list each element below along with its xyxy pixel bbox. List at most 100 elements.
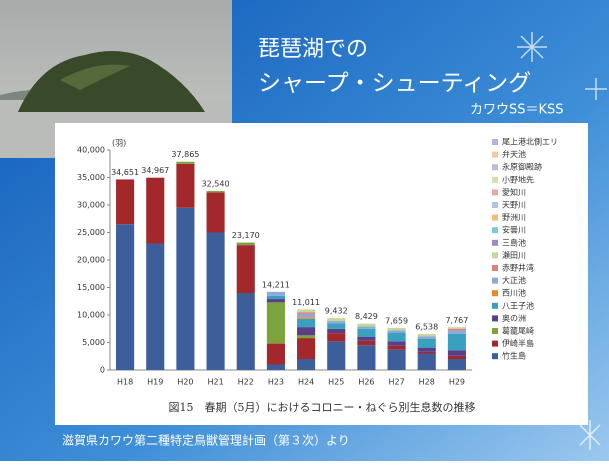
- x-tick-label: H23: [268, 378, 284, 387]
- bar-segment: [418, 354, 436, 371]
- bar-segment: [448, 330, 466, 333]
- bar-segment: [357, 341, 375, 345]
- y-tick-label: 0: [100, 366, 105, 375]
- legend-swatch: [492, 215, 498, 221]
- legend-swatch: [492, 303, 498, 309]
- total-label: 14,211: [262, 280, 290, 289]
- legend-swatch: [492, 227, 498, 233]
- bar-segment: [267, 292, 285, 296]
- legend-label: 赤野井湾: [502, 263, 534, 273]
- legend-label: 安曇川: [502, 225, 526, 235]
- x-tick-label: H22: [238, 378, 254, 387]
- legend-swatch: [492, 278, 498, 284]
- bar-segment: [176, 208, 194, 370]
- bar-segment: [448, 334, 466, 351]
- legend-label: 小野地先: [502, 174, 534, 184]
- bar-segment: [327, 323, 345, 329]
- x-tick-label: H25: [328, 378, 344, 387]
- legend-label: 三島池: [502, 237, 526, 247]
- legend-swatch: [492, 189, 498, 195]
- bar-segment: [207, 192, 225, 232]
- total-label: 7,767: [445, 316, 468, 325]
- bar-segment: [418, 348, 436, 352]
- bar-segment: [297, 359, 315, 370]
- bar-segment: [267, 296, 285, 299]
- bar-segment: [267, 365, 285, 371]
- bar-segment: [176, 164, 194, 208]
- legend-swatch: [492, 353, 498, 359]
- y-tick-label: 20,000: [77, 256, 105, 265]
- bar-segment: [237, 243, 255, 246]
- bar-segment: [297, 309, 315, 312]
- legend-label: 葛籠尾崎: [502, 326, 534, 336]
- bar-segment: [357, 345, 375, 370]
- bar-segment: [448, 359, 466, 370]
- bar-segment: [327, 341, 345, 370]
- bar-segment: [237, 293, 255, 370]
- bar-segment: [327, 321, 345, 323]
- legend-label: 西川池: [502, 288, 526, 298]
- legend-swatch: [492, 202, 498, 208]
- bar-segment: [418, 336, 436, 338]
- chart-caption: 図15 春期（5月）におけるコロニー・ねぐら別生息数の推移: [169, 400, 476, 414]
- x-tick-label: H26: [358, 378, 374, 387]
- legend-swatch: [492, 341, 498, 347]
- y-tick-label: 35,000: [77, 173, 105, 182]
- y-unit: (羽): [112, 139, 126, 148]
- total-label: 34,651: [111, 168, 139, 177]
- x-tick-label: H18: [117, 378, 133, 387]
- total-label: 8,429: [355, 312, 378, 321]
- bar-segment: [448, 350, 466, 356]
- y-tick-label: 25,000: [77, 228, 105, 237]
- total-label: 37,865: [171, 150, 199, 159]
- bar-segment: [357, 329, 375, 337]
- y-tick-label: 15,000: [77, 283, 105, 292]
- legend-label: 伊崎半島: [502, 338, 534, 348]
- bar-segment: [267, 344, 285, 365]
- legend-label: 愛知川: [502, 187, 526, 197]
- bar-segment: [297, 319, 315, 327]
- bar-segment: [327, 329, 345, 333]
- bar-segment: [146, 244, 164, 371]
- bar-segment: [297, 312, 315, 314]
- bar-segment: [207, 191, 225, 192]
- legend-swatch: [492, 252, 498, 258]
- bar-segment: [176, 162, 194, 164]
- bar-segment: [207, 233, 225, 371]
- legend-swatch: [492, 290, 498, 296]
- total-label: 6,538: [415, 323, 438, 332]
- bar-segment: [357, 337, 375, 341]
- bar-segment: [146, 178, 164, 244]
- footer: 滋賀県カワウ第二種特定鳥獣管理計画（第３次）より: [62, 433, 350, 448]
- legend-swatch: [492, 315, 498, 321]
- total-label: 7,659: [385, 316, 408, 325]
- legend-label: 永原御殿跡: [502, 162, 542, 172]
- bar-segment: [297, 335, 315, 338]
- bar-segment: [237, 245, 255, 293]
- x-tick-label: H19: [147, 378, 163, 387]
- legend-swatch: [492, 164, 498, 170]
- x-tick-label: H24: [298, 378, 314, 387]
- bar-segment: [388, 341, 406, 345]
- bar-segment: [448, 327, 466, 328]
- bar-segment: [297, 314, 315, 317]
- legend-label: 八王子池: [502, 300, 534, 310]
- bar-segment: [388, 328, 406, 331]
- legend-label: 大正池: [502, 275, 526, 285]
- x-tick-label: H21: [207, 378, 223, 387]
- bar-segment: [116, 224, 134, 370]
- total-label: 34,967: [141, 166, 169, 175]
- bar-segment: [388, 330, 406, 332]
- bar-segment: [448, 329, 466, 331]
- legend-swatch: [492, 328, 498, 334]
- title-line: シャープ・シューティング: [258, 71, 531, 97]
- legend-label: 野洲川: [502, 213, 526, 222]
- y-tick-label: 40,000: [77, 146, 105, 155]
- x-tick-label: H27: [388, 378, 404, 387]
- y-tick-label: 5,000: [82, 338, 105, 347]
- title-line: 琵琶湖での: [258, 37, 368, 62]
- total-label: 23,170: [232, 231, 260, 240]
- bar-segment: [327, 318, 345, 321]
- bar-segment: [297, 317, 315, 319]
- bar-segment: [297, 338, 315, 359]
